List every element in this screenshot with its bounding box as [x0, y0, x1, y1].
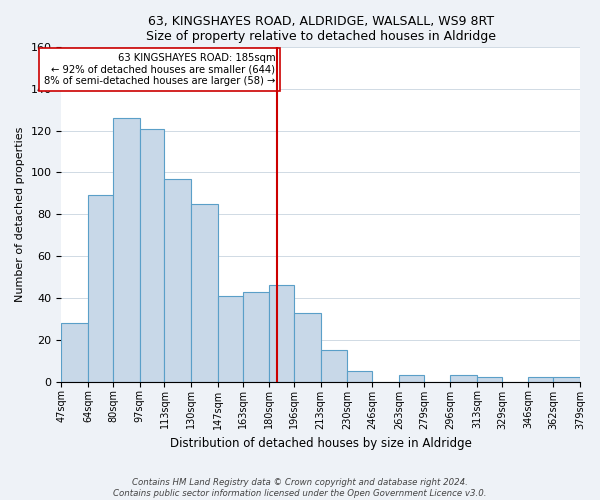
Bar — [242, 292, 269, 382]
Bar — [218, 296, 242, 382]
Bar — [191, 204, 218, 382]
X-axis label: Distribution of detached houses by size in Aldridge: Distribution of detached houses by size … — [170, 437, 472, 450]
Bar — [164, 178, 191, 382]
Bar — [61, 323, 88, 382]
Text: 63 KINGSHAYES ROAD: 185sqm
← 92% of detached houses are smaller (644)
8% of semi: 63 KINGSHAYES ROAD: 185sqm ← 92% of deta… — [44, 53, 275, 86]
Bar — [477, 378, 502, 382]
Bar — [88, 196, 113, 382]
Bar — [451, 376, 477, 382]
Bar — [529, 378, 553, 382]
Y-axis label: Number of detached properties: Number of detached properties — [15, 126, 25, 302]
Bar — [553, 378, 580, 382]
Bar — [347, 371, 372, 382]
Bar — [321, 350, 347, 382]
Bar — [399, 376, 424, 382]
Bar — [113, 118, 140, 382]
Title: 63, KINGSHAYES ROAD, ALDRIDGE, WALSALL, WS9 8RT
Size of property relative to det: 63, KINGSHAYES ROAD, ALDRIDGE, WALSALL, … — [146, 15, 496, 43]
Bar — [294, 312, 321, 382]
Text: Contains HM Land Registry data © Crown copyright and database right 2024.
Contai: Contains HM Land Registry data © Crown c… — [113, 478, 487, 498]
Bar — [269, 286, 294, 382]
Bar — [140, 128, 164, 382]
